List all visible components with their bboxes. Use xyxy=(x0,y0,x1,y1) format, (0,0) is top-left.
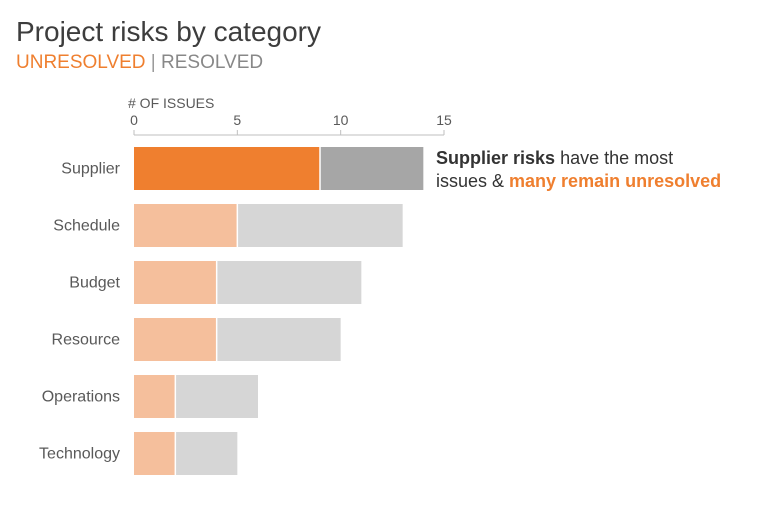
category-label: Budget xyxy=(69,275,120,292)
annotation: Supplier risks have the most issues & ma… xyxy=(436,147,721,193)
bar-unresolved xyxy=(134,261,217,304)
bar-unresolved xyxy=(134,147,320,190)
annotation-line-1: Supplier risks have the most xyxy=(436,147,721,170)
annotation-bold: Supplier risks xyxy=(436,148,556,168)
bar-resolved xyxy=(216,318,341,361)
legend-separator: | xyxy=(150,52,156,73)
annotation-text-1: have the most xyxy=(555,148,674,168)
bar-resolved xyxy=(237,204,403,247)
annotation-line-2: issues & many remain unresolved xyxy=(436,170,721,193)
bar-resolved xyxy=(175,432,238,475)
bar-resolved xyxy=(320,147,424,190)
bar-resolved xyxy=(175,375,258,418)
category-label: Technology xyxy=(39,446,120,463)
x-axis-title: # OF ISSUES xyxy=(128,95,214,111)
bar-unresolved xyxy=(134,432,176,475)
category-label: Resource xyxy=(52,332,121,349)
bar-unresolved xyxy=(134,318,217,361)
legend-resolved: RESOLVED xyxy=(161,52,264,73)
legend-unresolved: UNRESOLVED xyxy=(16,52,146,73)
x-tick-label: 0 xyxy=(130,112,138,128)
category-label: Supplier xyxy=(61,161,120,178)
x-tick-label: 15 xyxy=(436,112,452,128)
category-label: Operations xyxy=(42,389,120,406)
bar-resolved xyxy=(216,261,362,304)
legend: UNRESOLVED | RESOLVED xyxy=(16,52,263,74)
bar-unresolved xyxy=(134,204,238,247)
bar-unresolved xyxy=(134,375,176,418)
category-label: Schedule xyxy=(53,218,120,235)
annotation-text-2: issues & xyxy=(436,171,510,191)
x-tick-label: 5 xyxy=(233,112,241,128)
x-tick-label: 10 xyxy=(333,112,349,128)
annotation-highlight: many remain unresolved xyxy=(509,171,722,191)
chart-title: Project risks by category xyxy=(16,16,321,47)
